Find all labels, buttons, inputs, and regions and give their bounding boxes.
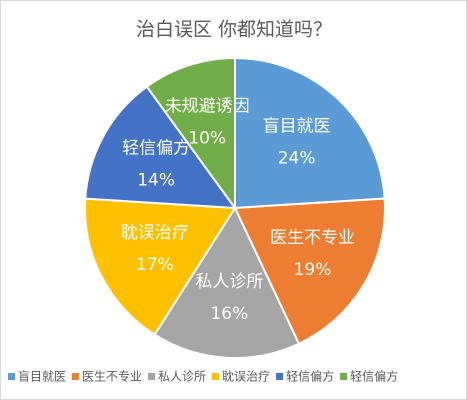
slice-category-label: 耽误治疗 bbox=[121, 223, 189, 243]
legend-label: 盲目就医 bbox=[18, 369, 66, 384]
pie-slice bbox=[145, 56, 236, 212]
pie-slice bbox=[234, 56, 386, 210]
legend-swatch bbox=[8, 373, 15, 380]
legend-label: 私人诊所 bbox=[158, 370, 206, 384]
legend-swatch bbox=[148, 373, 156, 380]
pie-slice bbox=[233, 197, 386, 346]
legend-swatch bbox=[212, 373, 220, 380]
slice-category-label: 私人诊所 bbox=[195, 272, 263, 292]
legend-label: 轻信偏方 bbox=[286, 369, 334, 384]
chart-title: 治白误区 你都知道吗？ bbox=[136, 19, 332, 41]
slice-value-label: 10% bbox=[188, 128, 226, 148]
legend-label: 轻信偏方 bbox=[350, 369, 398, 384]
legend-swatch bbox=[340, 373, 348, 380]
legend-swatch bbox=[276, 373, 284, 380]
pie-slice bbox=[153, 205, 301, 359]
pie-slice bbox=[84, 85, 238, 210]
slice-value-label: 19% bbox=[294, 260, 332, 280]
legend-swatch bbox=[72, 373, 80, 380]
slice-value-label: 24% bbox=[278, 148, 316, 168]
slice-category-label: 轻信偏方 bbox=[122, 139, 190, 159]
legend-label: 耽误治疗 bbox=[222, 370, 270, 384]
slice-category-label: 盲目就医 bbox=[263, 116, 331, 136]
slice-value-label: 17% bbox=[136, 255, 174, 275]
slice-value-label: 14% bbox=[137, 171, 175, 191]
slice-category-label: 医生不专业 bbox=[270, 228, 355, 248]
slice-value-label: 16% bbox=[210, 304, 248, 324]
slice-category-label: 未规避诱因 bbox=[165, 96, 250, 116]
pie-slice bbox=[84, 197, 237, 337]
legend-label: 医生不专业 bbox=[82, 369, 142, 384]
